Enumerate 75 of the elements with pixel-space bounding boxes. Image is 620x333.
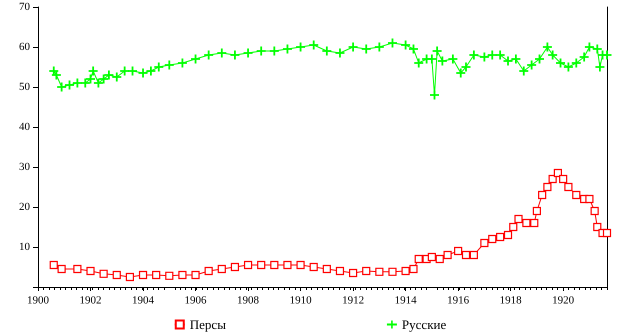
point — [470, 250, 478, 260]
point — [204, 266, 213, 276]
x-tick-label: 1918 — [500, 294, 522, 306]
point — [86, 266, 95, 276]
point — [538, 190, 546, 200]
x-tick-label: 1908 — [237, 294, 260, 306]
point — [362, 266, 370, 276]
point — [532, 206, 541, 216]
y-tick-label: 20 — [19, 201, 30, 213]
point — [296, 260, 305, 270]
point — [348, 268, 358, 278]
point — [496, 232, 504, 242]
point — [543, 182, 552, 192]
point — [73, 264, 82, 274]
x-tick-label: 1902 — [80, 294, 102, 306]
point — [50, 260, 58, 270]
point — [480, 238, 488, 248]
point — [593, 222, 602, 232]
point — [402, 266, 410, 276]
point — [178, 270, 187, 280]
point — [165, 272, 174, 280]
point — [436, 254, 444, 264]
x-tick-label: 1910 — [290, 294, 312, 306]
point — [191, 270, 200, 280]
point — [310, 262, 318, 272]
point — [509, 222, 518, 232]
x-tick-label: 1912 — [342, 294, 364, 306]
point — [409, 264, 418, 274]
y-tick-label: 30 — [19, 161, 30, 173]
point — [444, 250, 452, 260]
point — [488, 234, 496, 244]
x-tick-label: 1904 — [132, 294, 155, 306]
point — [590, 206, 599, 216]
point — [388, 268, 397, 276]
y-tick-label: 10 — [19, 241, 30, 253]
legend-label: Русские — [402, 317, 446, 332]
point — [336, 266, 344, 276]
point — [504, 230, 512, 240]
point — [454, 246, 462, 256]
point — [138, 270, 148, 280]
x-tick-label: 1906 — [184, 294, 208, 306]
x-tick-label: 1916 — [447, 294, 470, 306]
x-tick-label: 1914 — [394, 294, 418, 306]
point — [462, 250, 470, 260]
point — [602, 228, 612, 238]
y-tick-label: 40 — [19, 121, 30, 133]
y-tick-label: 60 — [19, 41, 30, 53]
point — [270, 260, 278, 270]
y-tick-label: 50 — [19, 81, 30, 93]
point — [58, 264, 66, 274]
point — [428, 252, 436, 262]
point — [522, 218, 530, 228]
point — [585, 194, 594, 204]
point — [322, 264, 331, 274]
point — [514, 214, 523, 224]
point — [548, 174, 557, 184]
point — [257, 260, 266, 270]
point — [218, 264, 226, 274]
point — [375, 268, 384, 276]
point — [112, 270, 121, 280]
point — [530, 218, 538, 228]
point — [126, 272, 134, 282]
point — [559, 174, 568, 184]
x-tick-label: 1900 — [27, 294, 50, 306]
point — [244, 260, 252, 270]
point — [230, 262, 240, 272]
point — [100, 270, 108, 278]
x-tick-label: 1920 — [552, 294, 575, 306]
legend-label: Персы — [190, 317, 226, 332]
point — [564, 182, 572, 192]
point — [414, 254, 423, 264]
point — [572, 190, 580, 200]
y-tick-label: 70 — [19, 1, 30, 13]
point — [283, 260, 292, 270]
point — [152, 270, 160, 280]
